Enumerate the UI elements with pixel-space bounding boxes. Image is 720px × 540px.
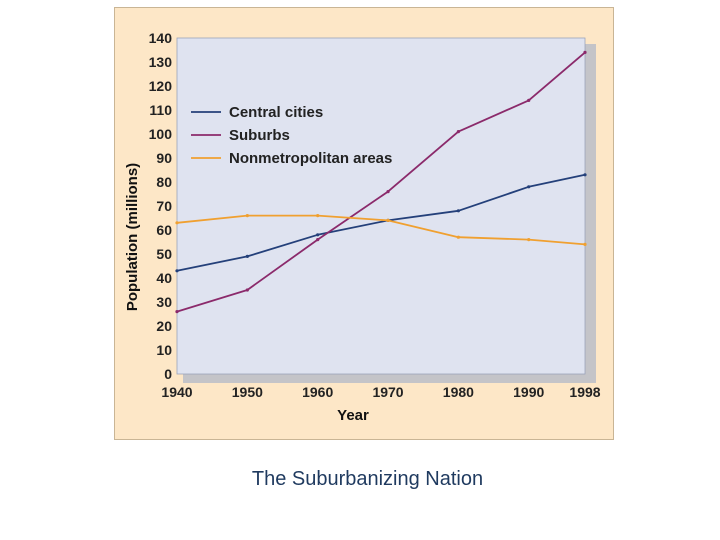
y-tick-label: 80 [156,174,172,190]
x-axis-ticks: 1940 1950 1960 1970 1980 1990 1998 [161,384,600,400]
legend-label-suburbs: Suburbs [229,127,290,144]
y-tick-label: 50 [156,246,172,262]
y-tick-label: 110 [149,102,172,118]
data-point-nonmetropolitan-areas [456,235,460,239]
y-tick-label: 30 [156,294,172,310]
data-point-central-cities [583,173,587,177]
x-tick-label: 1960 [302,384,333,400]
legend-label-nonmetropolitan-areas: Nonmetropolitan areas [229,150,392,167]
data-point-nonmetropolitan-areas [386,218,390,222]
x-tick-label: 1940 [161,384,192,400]
data-point-suburbs [245,288,249,292]
y-tick-label: 0 [164,366,172,382]
series-layer [175,50,587,314]
data-point-nonmetropolitan-areas [316,214,320,218]
data-point-nonmetropolitan-areas [245,214,249,218]
y-tick-label: 120 [149,78,173,94]
y-tick-label: 20 [156,318,172,334]
x-axis-title: Year [337,407,369,424]
x-tick-label: 1980 [443,384,474,400]
data-point-suburbs [316,238,320,242]
data-point-suburbs [386,190,390,194]
x-tick-label: 1970 [372,384,403,400]
x-tick-label: 1998 [569,384,600,400]
plot-area [176,37,586,375]
data-point-suburbs [527,98,531,102]
data-point-suburbs [456,130,460,134]
y-tick-label: 100 [149,126,173,142]
chart-figure: 0 10 20 30 40 50 60 70 80 90 100 110 120 130 140 1940 1… [114,7,614,440]
data-point-suburbs [175,310,179,314]
data-point-central-cities [527,185,531,189]
x-tick-label: 1990 [513,384,544,400]
y-tick-label: 10 [156,342,172,358]
data-point-nonmetropolitan-areas [527,238,531,242]
y-axis-title: Population (millions) [124,163,141,311]
data-point-suburbs [583,50,587,55]
data-point-central-cities [456,209,460,213]
legend: Central cities Suburbs Nonmetropolitan are… [191,104,392,167]
y-tick-label: 40 [156,270,172,286]
y-tick-label: 130 [149,54,173,70]
y-tick-label: 140 [149,30,173,46]
data-point-central-cities [245,254,249,258]
y-tick-label: 70 [156,198,172,214]
data-point-nonmetropolitan-areas [175,221,179,225]
y-axis-ticks: 0 10 20 30 40 50 60 70 80 90 100 110 120 130 140 [149,30,173,382]
legend-label-central-cities: Central cities [229,104,323,121]
data-point-central-cities [316,233,320,237]
data-point-nonmetropolitan-areas [583,242,587,246]
y-tick-label: 90 [156,150,172,166]
y-tick-label: 60 [156,222,172,238]
slide-caption: The Suburbanizing Nation [251,468,484,490]
data-point-central-cities [175,269,179,273]
x-tick-label: 1950 [232,384,263,400]
